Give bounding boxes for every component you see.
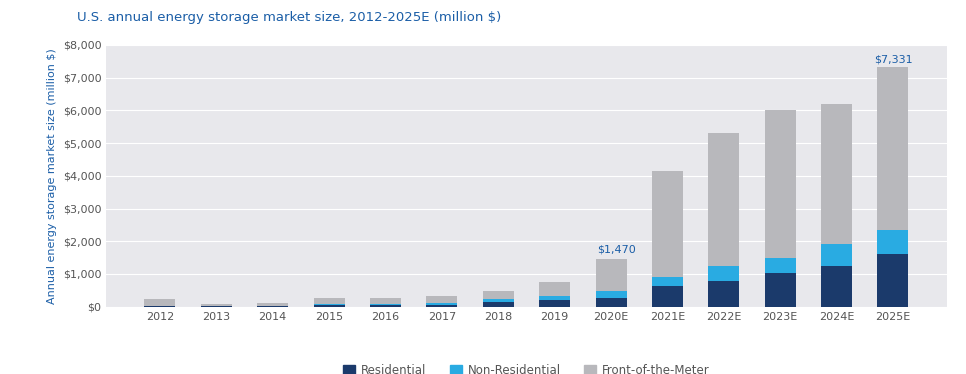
Bar (821, 266, 852, 307)
Bar (877, 254, 908, 307)
Bar (483, 303, 514, 307)
Bar (426, 305, 457, 307)
Bar (201, 304, 232, 306)
Bar (426, 303, 457, 305)
Bar (483, 300, 514, 303)
Y-axis label: Annual energy storage market size (million $): Annual energy storage market size (milli… (47, 48, 57, 304)
Bar (877, 67, 908, 230)
Bar (708, 266, 739, 281)
Text: U.S. annual energy storage market size, 2012-2025E (million $): U.S. annual energy storage market size, … (77, 11, 501, 24)
Bar (370, 304, 401, 305)
Bar (821, 244, 852, 266)
Bar (145, 306, 176, 307)
Bar (765, 110, 796, 258)
Bar (314, 298, 345, 304)
Bar (314, 304, 345, 305)
Bar (370, 305, 401, 307)
Bar (821, 104, 852, 244)
Bar (370, 298, 401, 304)
Bar (652, 286, 683, 307)
Legend: Residential, Non-Residential, Front-of-the-Meter: Residential, Non-Residential, Front-of-t… (338, 360, 715, 374)
Text: $1,470: $1,470 (597, 245, 636, 255)
Bar (765, 273, 796, 307)
Text: $7,331: $7,331 (873, 54, 912, 64)
Bar (877, 230, 908, 254)
Bar (314, 305, 345, 307)
Bar (426, 295, 457, 303)
Bar (539, 282, 570, 296)
Bar (652, 171, 683, 277)
Bar (708, 281, 739, 307)
Bar (539, 296, 570, 300)
Bar (708, 133, 739, 266)
Bar (145, 300, 176, 306)
Bar (257, 303, 288, 306)
Bar (652, 277, 683, 286)
Bar (257, 306, 288, 307)
Bar (596, 298, 627, 307)
Bar (483, 291, 514, 300)
Bar (596, 291, 627, 298)
Bar (596, 258, 627, 291)
Bar (539, 300, 570, 307)
Bar (765, 258, 796, 273)
